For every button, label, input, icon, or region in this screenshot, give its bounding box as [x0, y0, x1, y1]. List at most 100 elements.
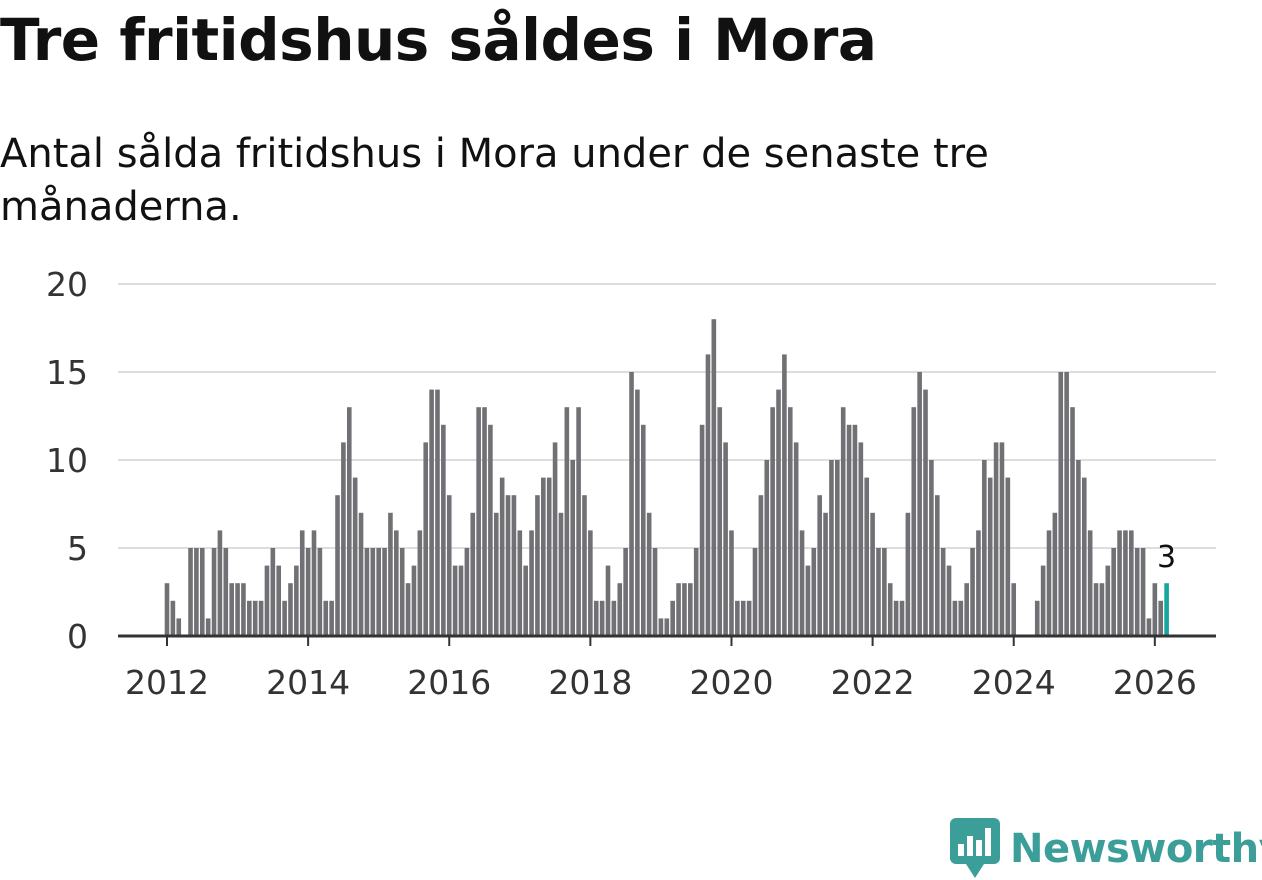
bar: [1034, 600, 1040, 636]
bar: [840, 407, 846, 636]
bar: [299, 530, 305, 636]
bar: [617, 583, 623, 636]
x-tick-label: 2020: [689, 663, 773, 702]
bar: [670, 600, 675, 636]
bar: [576, 407, 581, 636]
bar: [535, 495, 540, 636]
bar: [776, 389, 781, 636]
chart-title: Tre fritidshus såldes i Mora: [0, 6, 877, 74]
x-tick-label: 2022: [831, 663, 915, 702]
chart-subtitle: Antal sålda fritidshus i Mora under de s…: [0, 131, 989, 230]
bar: [735, 600, 740, 636]
bar: [934, 495, 940, 636]
bar: [1064, 372, 1069, 636]
bar: [358, 512, 364, 636]
bar: [882, 548, 887, 636]
y-tick-label: 10: [46, 441, 88, 480]
bar: [982, 460, 987, 636]
bar: [352, 477, 358, 636]
bar: [1046, 530, 1052, 636]
bar: [893, 600, 899, 636]
bar: [811, 548, 817, 636]
bar: [252, 600, 258, 636]
bar: [899, 600, 905, 636]
x-tick-label: 2026: [1113, 663, 1197, 702]
bar: [388, 512, 393, 636]
bar: [717, 407, 723, 636]
bar: [693, 548, 699, 636]
bar: [952, 600, 958, 636]
bar: [505, 495, 511, 636]
newsworthy-logo-icon: [950, 818, 1000, 878]
bar: [288, 583, 293, 636]
bar: [599, 600, 605, 636]
highlight-data-label: 3: [1157, 540, 1176, 575]
bar: [629, 372, 634, 636]
bar: [199, 548, 205, 636]
x-tick-label: 2016: [407, 663, 491, 702]
bar: [1070, 407, 1075, 636]
x-tick-label: 2014: [266, 663, 350, 702]
bar: [1005, 477, 1011, 636]
x-tick-label: 2018: [548, 663, 632, 702]
bar: [711, 319, 717, 636]
bar: [770, 407, 775, 636]
bar: [740, 600, 746, 636]
bar: [164, 583, 170, 636]
bar: [746, 600, 752, 636]
bar: [364, 548, 370, 636]
bar: [699, 424, 705, 636]
bar: [488, 424, 493, 636]
bar: [335, 495, 340, 636]
bar: [311, 530, 317, 636]
bar: [987, 477, 993, 636]
bar: [323, 600, 329, 636]
bar: [476, 407, 481, 636]
bar: [370, 548, 376, 636]
bar: [623, 548, 628, 636]
bar: [558, 512, 564, 636]
bar: [205, 618, 211, 636]
bar: [1158, 600, 1164, 636]
bar: [1087, 530, 1093, 636]
bar: [905, 512, 911, 636]
bar: [1058, 372, 1064, 636]
bar: [441, 424, 446, 636]
bar: [305, 548, 311, 636]
bar: [682, 583, 687, 636]
bar: [1140, 548, 1146, 636]
bar: [805, 565, 811, 636]
bar: [858, 442, 864, 636]
bar: [864, 477, 870, 636]
bar: [223, 548, 229, 636]
bar: [758, 495, 764, 636]
bar: [1052, 512, 1058, 636]
bar: [835, 460, 840, 636]
bar: [458, 565, 464, 636]
bar: [470, 512, 476, 636]
bar: [235, 583, 240, 636]
bar: [464, 548, 470, 636]
bar: [417, 530, 423, 636]
bar: [435, 389, 440, 636]
bar: [517, 530, 523, 636]
bar: [1099, 583, 1105, 636]
bar: [646, 512, 652, 636]
bar: [1146, 618, 1152, 636]
bar: [640, 424, 646, 636]
bar: [705, 354, 711, 636]
bar: [1164, 583, 1169, 636]
bar: [541, 477, 546, 636]
bar: [870, 512, 875, 636]
bar: [658, 618, 664, 636]
bar: [688, 583, 693, 636]
y-tick-label: 15: [46, 353, 88, 392]
bar: [1134, 548, 1140, 636]
bar: [211, 548, 217, 636]
bar: [887, 583, 893, 636]
bar: [523, 565, 528, 636]
bar: [787, 407, 793, 636]
bar: [294, 565, 299, 636]
bar: [499, 477, 505, 636]
y-tick-label: 5: [67, 529, 88, 568]
